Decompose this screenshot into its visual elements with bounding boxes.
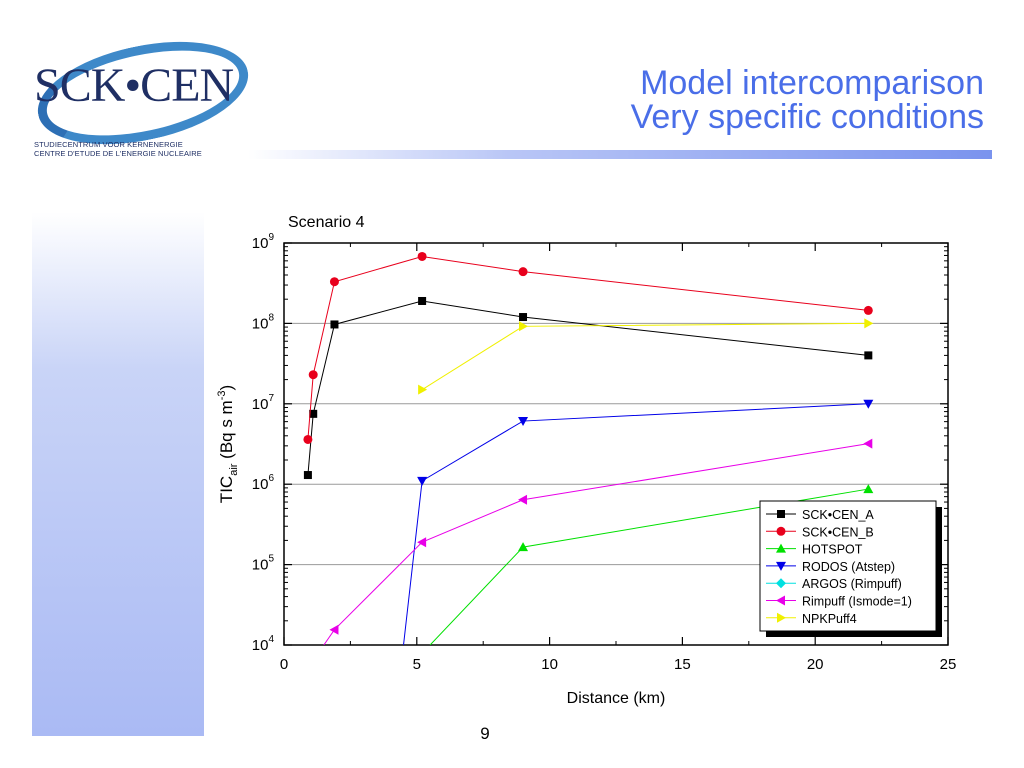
data-point xyxy=(329,624,339,635)
legend-marker xyxy=(777,612,786,623)
y-axis-label: TICair (Bq s m-3) xyxy=(216,385,240,503)
logo-subtitle-line2: CENTRE D'ETUDE DE L'ENERGIE NUCLEAIRE xyxy=(34,149,202,158)
logo-subtitle-line1: STUDIECENTRUM VOOR KERNENERGIE xyxy=(34,140,183,149)
y-tick-label: 109 xyxy=(252,232,275,252)
data-point xyxy=(329,277,339,287)
sckcen-logo: SCK•CEN STUDIECENTRUM VOOR KERNENERGIE C… xyxy=(28,24,258,165)
title-underline-bar xyxy=(248,150,992,159)
x-tick-label: 0 xyxy=(280,656,288,673)
data-point xyxy=(863,484,874,494)
page-number: 9 xyxy=(480,724,490,743)
data-point xyxy=(418,296,427,305)
slide-title-line1: Model intercomparison xyxy=(640,64,984,102)
legend-label: ARGOS (Rimpuff) xyxy=(802,577,902,591)
side-gradient-panel xyxy=(32,212,204,736)
data-point xyxy=(864,318,874,329)
data-point xyxy=(518,417,529,427)
scenario-chart: 0 5 10 15 20 25 104 105 106 107 108 109 Scenario 4 Di… xyxy=(216,214,957,707)
data-point xyxy=(308,370,318,380)
data-point xyxy=(518,267,528,277)
data-point xyxy=(417,476,428,486)
legend-marker xyxy=(777,510,785,518)
x-tick-label: 25 xyxy=(940,656,957,673)
data-point xyxy=(863,399,874,409)
legend-label: RODOS (Atstep) xyxy=(802,560,895,574)
legend-marker xyxy=(776,561,786,571)
data-point xyxy=(864,351,873,360)
legend-label: Rimpuff (Ismode=1) xyxy=(802,595,912,609)
y-tick-label: 107 xyxy=(252,393,275,413)
x-tick-label: 5 xyxy=(413,656,421,673)
series-line xyxy=(421,322,869,391)
legend-label: SCK•CEN_A xyxy=(802,508,874,522)
data-point xyxy=(863,305,873,315)
logo-wordmark: SCK•CEN xyxy=(34,59,234,112)
plot-series-group xyxy=(303,251,874,645)
legend-marker xyxy=(776,578,786,589)
legend-marker xyxy=(776,526,786,536)
slide-title: Model intercomparison Very specific cond… xyxy=(631,66,984,134)
x-tick-label: 10 xyxy=(541,656,558,673)
y-tick-label: 105 xyxy=(252,554,275,574)
series-line xyxy=(403,403,869,645)
legend-marker xyxy=(776,543,786,553)
data-point xyxy=(418,384,428,395)
data-point xyxy=(303,471,312,480)
legend-marker xyxy=(776,595,785,606)
y-tick-label: 108 xyxy=(252,312,275,332)
series-line xyxy=(307,300,869,476)
legend-label: SCK•CEN_B xyxy=(802,525,874,539)
data-point xyxy=(309,409,318,418)
data-point xyxy=(330,320,339,329)
logo-subtitle: STUDIECENTRUM VOOR KERNENERGIE CENTRE D'… xyxy=(34,140,202,158)
data-point xyxy=(519,321,529,332)
chart-title: Scenario 4 xyxy=(288,214,365,231)
series-line xyxy=(307,255,869,440)
y-tick-label: 106 xyxy=(252,473,275,493)
x-axis-label: Distance (km) xyxy=(567,690,666,707)
data-point xyxy=(417,251,427,261)
legend-label: HOTSPOT xyxy=(802,543,863,557)
legend-label: NPKPuff4 xyxy=(802,612,857,626)
data-point xyxy=(303,434,313,444)
data-point xyxy=(518,542,529,552)
data-point xyxy=(863,438,873,449)
y-tick-label: 104 xyxy=(252,634,275,654)
x-tick-label: 15 xyxy=(674,656,691,673)
data-point xyxy=(518,494,528,505)
x-tick-label: 20 xyxy=(807,656,824,673)
data-point xyxy=(519,313,528,322)
slide-title-line2: Very specific conditions xyxy=(630,98,984,136)
data-point xyxy=(417,537,427,548)
